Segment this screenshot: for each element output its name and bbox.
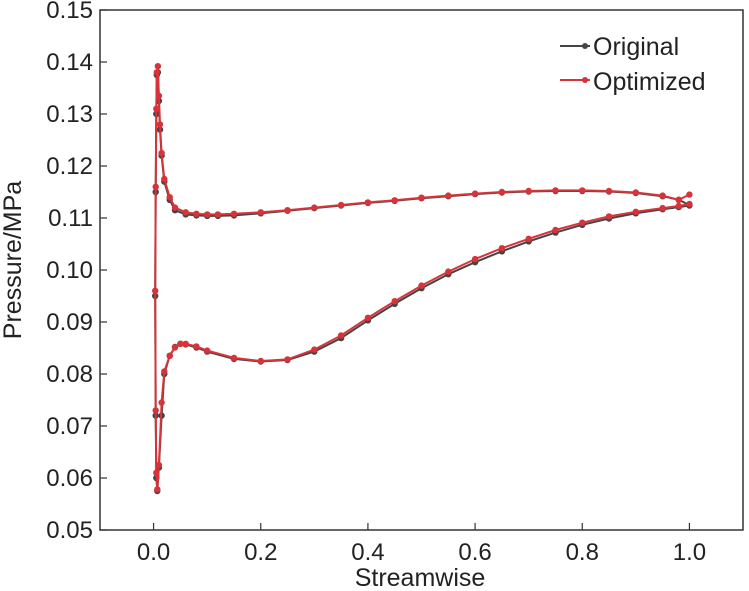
data-point [579, 187, 586, 194]
y-tick-label: 0.15 [46, 0, 93, 24]
data-point [284, 356, 291, 363]
series-line-optimized [154, 65, 690, 491]
data-point [418, 194, 425, 201]
data-point [153, 105, 160, 113]
data-point [153, 69, 160, 76]
series-line-original [154, 71, 690, 492]
x-tick-label: 0.8 [566, 539, 599, 566]
data-point [445, 268, 452, 275]
data-point [155, 92, 163, 100]
data-point [471, 190, 479, 197]
data-point [230, 354, 238, 362]
x-tick-label: 0.6 [458, 539, 491, 566]
x-tick-label: 0.2 [244, 539, 277, 566]
data-point [675, 202, 682, 210]
data-point [158, 399, 165, 406]
legend-label-original: Original [593, 33, 679, 61]
data-point [154, 62, 162, 70]
data-point [498, 245, 506, 252]
y-axis-label: Pressure/MPa [0, 181, 27, 339]
legend-marker-original [582, 43, 588, 49]
data-point [152, 183, 159, 190]
data-point [182, 340, 189, 347]
data-point [525, 235, 532, 242]
data-point [471, 255, 479, 263]
y-axis: 0.05 0.06 0.07 0.08 0.09 0.10 0.11 0.12 0.13 0.14… [46, 0, 107, 544]
data-point [152, 287, 159, 294]
y-tick-label: 0.12 [46, 153, 93, 180]
series-layer [152, 62, 693, 495]
data-point [193, 343, 200, 350]
data-point [337, 201, 345, 209]
data-point [153, 469, 160, 476]
data-point [311, 204, 318, 211]
y-tick-label: 0.08 [46, 361, 93, 388]
data-point [230, 210, 238, 217]
y-tick-label: 0.09 [46, 309, 93, 336]
x-tick-label: 0.4 [351, 539, 384, 566]
y-tick-label: 0.13 [46, 101, 93, 128]
data-point [659, 192, 666, 199]
data-point [161, 175, 168, 183]
legend-label-optimized: Optimized [593, 68, 706, 96]
data-point [364, 199, 372, 206]
x-tick-label: 0.0 [137, 539, 170, 566]
data-point [193, 210, 200, 217]
data-point [156, 121, 164, 128]
data-point [337, 332, 345, 339]
data-point [152, 407, 159, 414]
data-point [214, 211, 222, 218]
data-point [155, 461, 163, 469]
data-point [171, 204, 179, 211]
x-tick-label: 1.0 [673, 539, 706, 566]
data-point [632, 189, 639, 196]
data-point [605, 213, 613, 220]
data-point [552, 226, 559, 234]
data-point [204, 347, 211, 354]
data-point [154, 486, 161, 493]
x-axis-label: Streamwise [355, 564, 486, 591]
data-point [161, 368, 168, 375]
data-point [579, 219, 586, 226]
y-tick-label: 0.11 [48, 205, 93, 232]
data-point [364, 314, 372, 321]
data-point [391, 197, 398, 204]
data-point [171, 344, 179, 351]
data-point [166, 352, 173, 359]
data-point [675, 196, 682, 203]
data-point [632, 208, 639, 215]
y-tick-label: 0.07 [46, 413, 93, 440]
data-point [445, 192, 452, 199]
series-optimized [152, 62, 693, 493]
data-point [552, 187, 559, 194]
data-point [311, 346, 318, 353]
data-point [158, 149, 165, 157]
data-point [686, 200, 693, 208]
data-point [182, 209, 189, 216]
data-point [686, 191, 693, 198]
data-point [166, 194, 173, 201]
y-tick-label: 0.10 [46, 257, 93, 284]
x-axis: 0.0 0.2 0.4 0.6 0.8 1.0 [137, 523, 706, 566]
y-tick-label: 0.14 [46, 49, 93, 76]
data-point [605, 187, 613, 195]
data-point [204, 211, 211, 218]
legend-marker-optimized [582, 77, 588, 83]
data-point [257, 357, 264, 365]
data-point [525, 187, 532, 195]
data-point [498, 188, 506, 196]
data-point [177, 340, 184, 347]
data-point [391, 298, 398, 305]
legend: Original Optimized [560, 33, 706, 96]
y-tick-label: 0.05 [46, 517, 93, 544]
series-original [152, 69, 693, 495]
data-point [257, 209, 264, 216]
y-tick-label: 0.06 [46, 465, 93, 492]
data-point [659, 204, 666, 212]
data-point [284, 207, 291, 214]
data-point [418, 282, 425, 289]
